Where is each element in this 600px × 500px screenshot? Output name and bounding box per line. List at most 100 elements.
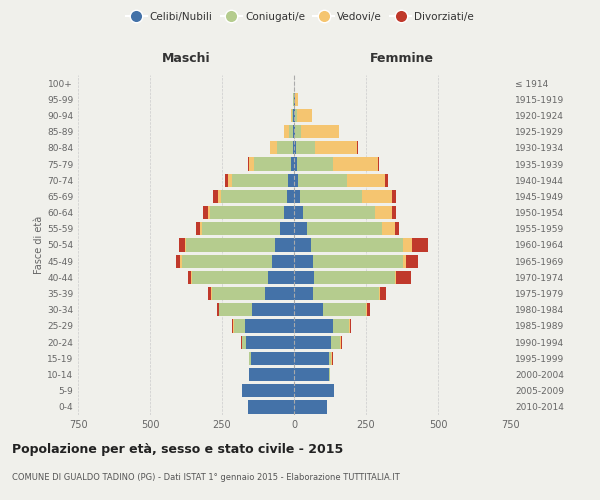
Bar xyxy=(297,109,311,122)
Bar xyxy=(392,190,396,203)
Bar xyxy=(314,270,395,284)
Bar xyxy=(188,270,191,284)
Bar xyxy=(252,303,294,316)
Bar xyxy=(265,287,294,300)
Bar xyxy=(248,158,250,170)
Bar xyxy=(294,270,314,284)
Bar xyxy=(380,287,386,300)
Bar xyxy=(385,174,388,187)
Bar xyxy=(191,270,192,284)
Bar xyxy=(313,254,403,268)
Bar xyxy=(349,320,350,332)
Bar xyxy=(367,303,370,316)
Bar xyxy=(311,238,403,252)
Bar xyxy=(294,352,329,365)
Bar xyxy=(245,320,294,332)
Bar xyxy=(208,206,211,220)
Bar xyxy=(192,270,268,284)
Bar xyxy=(269,141,277,154)
Bar xyxy=(379,287,380,300)
Bar xyxy=(288,174,294,187)
Bar xyxy=(180,254,182,268)
Bar xyxy=(251,352,294,365)
Bar xyxy=(331,336,340,349)
Bar xyxy=(406,254,418,268)
Bar xyxy=(329,368,330,381)
Bar xyxy=(297,158,333,170)
Bar xyxy=(298,174,347,187)
Bar xyxy=(347,174,385,187)
Bar xyxy=(315,141,357,154)
Bar xyxy=(289,125,293,138)
Bar xyxy=(228,174,232,187)
Bar xyxy=(295,109,297,122)
Bar xyxy=(293,141,294,154)
Bar xyxy=(294,141,296,154)
Bar xyxy=(412,238,428,252)
Bar xyxy=(250,352,251,365)
Bar xyxy=(290,109,292,122)
Bar xyxy=(366,303,367,316)
Bar xyxy=(294,320,333,332)
Bar xyxy=(233,320,245,332)
Bar xyxy=(280,222,294,235)
Bar xyxy=(291,158,294,170)
Bar xyxy=(248,400,294,413)
Bar xyxy=(185,238,186,252)
Bar xyxy=(294,384,334,398)
Bar xyxy=(357,141,358,154)
Bar xyxy=(219,303,252,316)
Bar xyxy=(395,270,396,284)
Bar xyxy=(247,336,294,349)
Bar xyxy=(302,206,374,220)
Bar xyxy=(225,174,228,187)
Bar xyxy=(196,222,200,235)
Bar xyxy=(403,238,412,252)
Bar xyxy=(294,125,295,138)
Bar xyxy=(294,303,323,316)
Bar xyxy=(208,287,211,300)
Bar xyxy=(242,336,247,349)
Bar xyxy=(293,125,294,138)
Bar xyxy=(284,125,289,138)
Bar xyxy=(232,320,233,332)
Text: COMUNE DI GUALDO TADINO (PG) - Dati ISTAT 1° gennaio 2015 - Elaborazione TUTTITA: COMUNE DI GUALDO TADINO (PG) - Dati ISTA… xyxy=(12,472,400,482)
Bar xyxy=(294,336,331,349)
Bar xyxy=(250,158,254,170)
Bar xyxy=(294,190,300,203)
Bar xyxy=(294,222,307,235)
Y-axis label: Fasce di età: Fasce di età xyxy=(34,216,44,274)
Bar xyxy=(250,368,294,381)
Bar xyxy=(294,368,329,381)
Bar xyxy=(287,190,294,203)
Bar xyxy=(217,303,218,316)
Bar xyxy=(294,109,295,122)
Bar xyxy=(333,158,377,170)
Bar xyxy=(301,125,338,138)
Bar xyxy=(294,206,302,220)
Bar xyxy=(214,190,218,203)
Bar xyxy=(374,206,392,220)
Bar xyxy=(382,222,395,235)
Bar xyxy=(396,270,410,284)
Bar xyxy=(277,141,293,154)
Bar xyxy=(284,206,294,220)
Bar xyxy=(211,206,284,220)
Bar xyxy=(200,222,202,235)
Legend: Celibi/Nubili, Coniugati/e, Vedovi/e, Divorziati/e: Celibi/Nubili, Coniugati/e, Vedovi/e, Di… xyxy=(122,8,478,26)
Bar xyxy=(333,320,349,332)
Bar xyxy=(313,287,379,300)
Text: Maschi: Maschi xyxy=(161,52,211,66)
Bar xyxy=(295,125,301,138)
Bar xyxy=(241,336,242,349)
Bar xyxy=(295,92,298,106)
Bar xyxy=(300,190,362,203)
Bar xyxy=(203,206,208,220)
Bar xyxy=(254,158,291,170)
Bar xyxy=(392,206,396,220)
Bar xyxy=(182,254,272,268)
Bar xyxy=(268,270,294,284)
Bar xyxy=(329,352,331,365)
Bar xyxy=(294,158,297,170)
Bar xyxy=(272,254,294,268)
